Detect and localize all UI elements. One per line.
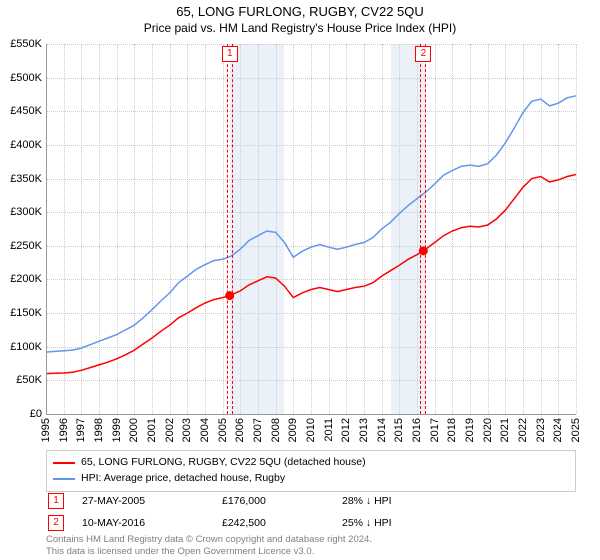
legend-item: HPI: Average price, detached house, Rugb… (53, 471, 569, 487)
sale-diff: 28% ↓ HPI (342, 495, 492, 507)
x-tick-label: 2017 (429, 418, 441, 442)
x-tick-label: 2008 (270, 418, 282, 442)
chart-plot-area: £0£50K£100K£150K£200K£250K£300K£350K£400… (46, 44, 576, 414)
y-tick-label: £0 (2, 408, 42, 420)
sales-table: 1 27-MAY-2005£176,00028% ↓ HPI 2 10-MAY-201… (46, 490, 576, 534)
x-tick-label: 1998 (93, 418, 105, 442)
x-tick-label: 2025 (570, 418, 582, 442)
y-tick-label: £50K (2, 374, 42, 386)
footnote: Contains HM Land Registry data © Crown c… (46, 534, 576, 559)
sale-price: £176,000 (222, 495, 342, 507)
x-tick-label: 2024 (552, 418, 564, 442)
chart-svg (46, 44, 576, 414)
x-tick-label: 1999 (111, 418, 123, 442)
footnote-line2: This data is licensed under the Open Gov… (46, 546, 576, 558)
x-tick-label: 2004 (199, 418, 211, 442)
title-block: 65, LONG FURLONG, RUGBY, CV22 5QU Price … (0, 4, 600, 35)
y-tick-label: £450K (2, 105, 42, 117)
x-tick-label: 2003 (181, 418, 193, 442)
legend-swatch (53, 478, 75, 480)
legend-item: 65, LONG FURLONG, RUGBY, CV22 5QU (detac… (53, 455, 569, 471)
legend-label: HPI: Average price, detached house, Rugb… (81, 471, 285, 487)
sale-row-marker: 1 (48, 493, 64, 509)
sale-row-marker: 2 (48, 515, 64, 531)
y-tick-label: £200K (2, 273, 42, 285)
sale-marker-label: 1 (222, 46, 238, 62)
x-tick-label: 1995 (40, 418, 52, 442)
series-property (46, 175, 576, 374)
y-tick-label: £250K (2, 240, 42, 252)
sale-marker-line (420, 44, 426, 414)
x-tick-label: 2016 (411, 418, 423, 442)
x-tick-label: 2000 (128, 418, 140, 442)
x-tick-label: 2021 (499, 418, 511, 442)
x-tick-label: 2014 (376, 418, 388, 442)
x-axis-line (46, 414, 576, 415)
legend-label: 65, LONG FURLONG, RUGBY, CV22 5QU (detac… (81, 455, 366, 471)
x-tick-label: 1997 (75, 418, 87, 442)
sale-price: £242,500 (222, 517, 342, 529)
y-tick-label: £300K (2, 206, 42, 218)
chart-legend: 65, LONG FURLONG, RUGBY, CV22 5QU (detac… (46, 450, 576, 492)
x-tick-label: 2020 (482, 418, 494, 442)
chart-title-sub: Price paid vs. HM Land Registry's House … (0, 21, 600, 35)
y-tick-label: £150K (2, 307, 42, 319)
x-tick-label: 2010 (305, 418, 317, 442)
x-tick-label: 2007 (252, 418, 264, 442)
x-tick-label: 2009 (287, 418, 299, 442)
y-tick-label: £350K (2, 173, 42, 185)
chart-container: 65, LONG FURLONG, RUGBY, CV22 5QU Price … (0, 0, 600, 560)
sale-date: 27-MAY-2005 (82, 495, 222, 507)
legend-swatch (53, 462, 75, 464)
y-tick-label: £500K (2, 72, 42, 84)
sale-marker-label: 2 (415, 46, 431, 62)
x-tick-label: 2012 (340, 418, 352, 442)
y-tick-label: £400K (2, 139, 42, 151)
x-tick-label: 2023 (535, 418, 547, 442)
x-tick-label: 2005 (217, 418, 229, 442)
y-axis-line (46, 44, 47, 414)
x-tick-label: 2018 (446, 418, 458, 442)
x-tick-label: 2006 (234, 418, 246, 442)
x-tick-label: 2013 (358, 418, 370, 442)
y-tick-label: £100K (2, 341, 42, 353)
x-tick-label: 2002 (164, 418, 176, 442)
sale-row: 2 10-MAY-2016£242,50025% ↓ HPI (46, 512, 576, 534)
x-tick-label: 2015 (393, 418, 405, 442)
x-tick-label: 2019 (464, 418, 476, 442)
x-tick-label: 1996 (58, 418, 70, 442)
grid-line-v (576, 44, 577, 414)
x-tick-label: 2022 (517, 418, 529, 442)
footnote-line1: Contains HM Land Registry data © Crown c… (46, 534, 576, 546)
chart-title-address: 65, LONG FURLONG, RUGBY, CV22 5QU (0, 4, 600, 19)
sale-date: 10-MAY-2016 (82, 517, 222, 529)
sale-marker-line (227, 44, 233, 414)
sale-row: 1 27-MAY-2005£176,00028% ↓ HPI (46, 490, 576, 512)
series-hpi (46, 96, 576, 352)
sale-diff: 25% ↓ HPI (342, 517, 492, 529)
y-tick-label: £550K (2, 38, 42, 50)
x-tick-label: 2001 (146, 418, 158, 442)
x-tick-label: 2011 (323, 418, 335, 442)
